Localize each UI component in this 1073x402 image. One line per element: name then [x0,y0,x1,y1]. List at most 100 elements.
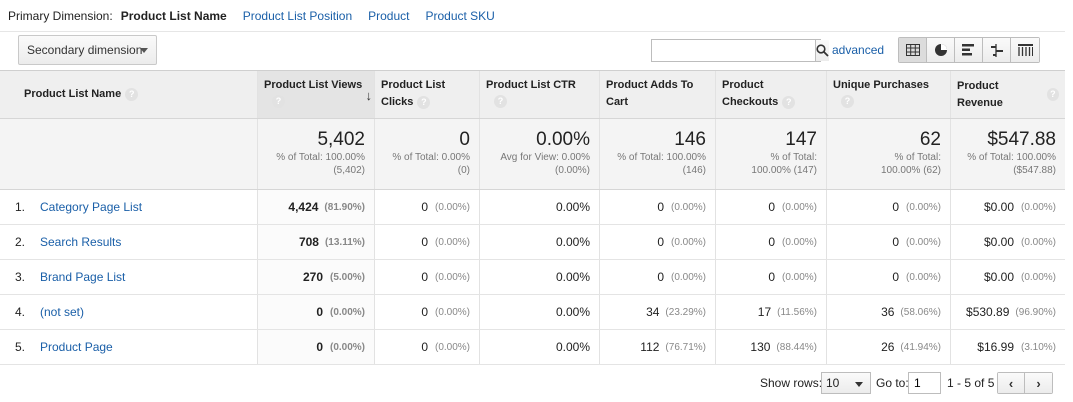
column-header-label: Product List Clicks [381,79,446,108]
help-icon[interactable]: ? [272,95,285,108]
show-rows-select[interactable]: 10 [821,372,871,394]
cell-percent: (0.00%) [1020,201,1056,213]
product-checkouts-cell: 0 (0.00%) [716,260,827,294]
row-number: 4. [15,305,26,319]
column-header-product-list-ctr[interactable]: Product List CTR ? [480,71,600,118]
cell-value: 0 [421,270,428,284]
total-subtext: ($547.88) [1013,165,1056,176]
search-input[interactable] [652,40,815,61]
column-header-product-list-name[interactable]: Product List Name ? [0,71,258,118]
table-pagination: Show rows: 10 Go to: 1 - 5 of 5 ‹ › [0,371,1065,395]
dimension-product[interactable]: Product [368,8,410,23]
product-list-views-cell: 0 (0.00%) [258,295,375,329]
product-list-name-link[interactable]: Product Page [40,340,113,354]
search-button[interactable] [815,40,829,61]
dimension-product-list-name[interactable]: Product List Name [120,8,227,23]
cell-percent: (96.90%) [1015,306,1056,318]
help-icon[interactable]: ? [417,95,431,109]
row-number: 1. [15,200,26,214]
row-number: 3. [15,270,26,284]
help-icon[interactable]: ? [494,95,507,108]
cell-value: 0 [421,200,428,214]
table-header-row: Product List Name ? Product List Views ?… [0,71,1065,119]
product-list-clicks-cell: 0 (0.00%) [375,260,480,294]
column-header-label: Product List Views [264,79,363,91]
unique-purchases-cell: 0 (0.00%) [827,225,951,259]
total-subtext: (0.00%) [554,165,590,176]
total-subtext: % of Total: [894,152,941,163]
cell-percent: (88.44%) [776,341,817,353]
product-revenue-cell: $16.99 (3.10%) [951,330,1065,364]
total-subtext: % of Total: 100.00% [967,152,1056,163]
product-list-clicks-cell: 0 (0.00%) [375,295,480,329]
total-product-list-ctr: 0.00% Avg for View: 0.00% (0.00%) [480,119,600,189]
column-header-product-adds-to-cart[interactable]: Product Adds To Cart [600,71,716,118]
total-value: 62 [919,129,941,150]
next-page-button[interactable]: › [1025,373,1052,393]
product-list-name-link[interactable]: Category Page List [40,200,143,214]
pie-view-icon [934,44,947,56]
cell-value: 112 [640,340,660,354]
cell-value: 270 [302,270,323,284]
cell-value: 0.00% [555,305,590,319]
pager: ‹ › [997,372,1053,394]
column-header-product-revenue[interactable]: Product Revenue ? [951,71,1065,118]
cell-percent: (0.00%) [434,306,470,318]
totals-label-cell [0,119,258,189]
help-icon[interactable]: ? [1046,88,1059,101]
cell-value: 0 [768,270,775,284]
cell-percent: (58.06%) [900,306,941,318]
total-value: 5,402 [317,129,365,150]
total-subtext: (0) [457,165,470,176]
product-list-name-cell: 5. Product Page [0,330,258,364]
product-list-name-link[interactable]: (not set) [40,305,85,319]
help-icon[interactable]: ? [782,95,796,109]
product-revenue-cell: $530.89 (96.90%) [951,295,1065,329]
sort-descending-icon[interactable]: ↓ [365,88,373,103]
product-list-name-cell: 1. Category Page List [0,190,258,224]
product-list-ctr-cell: 0.00% [480,225,600,259]
pivot-view-button[interactable] [1011,38,1039,62]
help-icon[interactable]: ? [125,88,139,101]
column-header-unique-purchases[interactable]: Unique Purchases ? [827,71,951,118]
total-unique-purchases: 62 % of Total: 100.00% (62) [827,119,951,189]
cell-percent: (0.00%) [1020,271,1056,283]
cell-percent: (0.00%) [434,341,470,353]
secondary-dimension-dropdown[interactable]: Secondary dimension [18,35,157,65]
total-subtext: % of Total: 100.00% [617,152,706,163]
primary-dimension-bar: Primary Dimension: Product List Name Pro… [0,0,1065,32]
help-icon[interactable]: ? [841,95,854,108]
bar-view-button[interactable] [955,38,983,62]
total-product-list-views: 5,402 % of Total: 100.00% (5,402) [258,119,375,189]
total-value: 0 [459,129,470,150]
product-list-name-link[interactable]: Search Results [40,235,122,249]
table-row: 4. (not set) 0 (0.00%) 0 (0.00%) 0.00% 3… [0,295,1065,330]
product-checkouts-cell: 17 (11.56%) [716,295,827,329]
dimension-product-list-position[interactable]: Product List Position [242,8,353,23]
product-list-name-cell: 2. Search Results [0,225,258,259]
pie-view-button[interactable] [927,38,955,62]
totals-row: 5,402 % of Total: 100.00% (5,402) 0 % of… [0,119,1065,190]
column-header-product-list-views[interactable]: Product List Views ? ↓ [258,71,375,118]
comparison-view-button[interactable] [983,38,1011,62]
advanced-filter-link[interactable]: advanced [832,43,885,57]
cell-percent: (23.29%) [665,306,706,318]
chevron-down-icon [855,382,863,387]
unique-purchases-cell: 26 (41.94%) [827,330,951,364]
product-list-name-link[interactable]: Brand Page List [40,270,126,284]
column-header-product-list-clicks[interactable]: Product List Clicks? [375,71,480,118]
cell-value: $530.89 [966,305,1010,319]
previous-page-button[interactable]: ‹ [998,373,1025,393]
dimension-product-sku[interactable]: Product SKU [425,8,495,23]
table-view-button[interactable] [899,38,927,62]
product-list-ctr-cell: 0.00% [480,295,600,329]
column-header-product-checkouts[interactable]: Product Checkouts? [716,71,827,118]
cell-percent: (0.00%) [329,341,365,353]
goto-page-input[interactable] [908,372,941,394]
cell-percent: (0.00%) [905,201,941,213]
total-subtext: % of Total: [770,152,817,163]
cell-value: $0.00 [983,200,1014,214]
product-list-views-cell: 0 (0.00%) [258,330,375,364]
search-icon [816,44,829,57]
cell-value: 0.00% [555,235,590,249]
